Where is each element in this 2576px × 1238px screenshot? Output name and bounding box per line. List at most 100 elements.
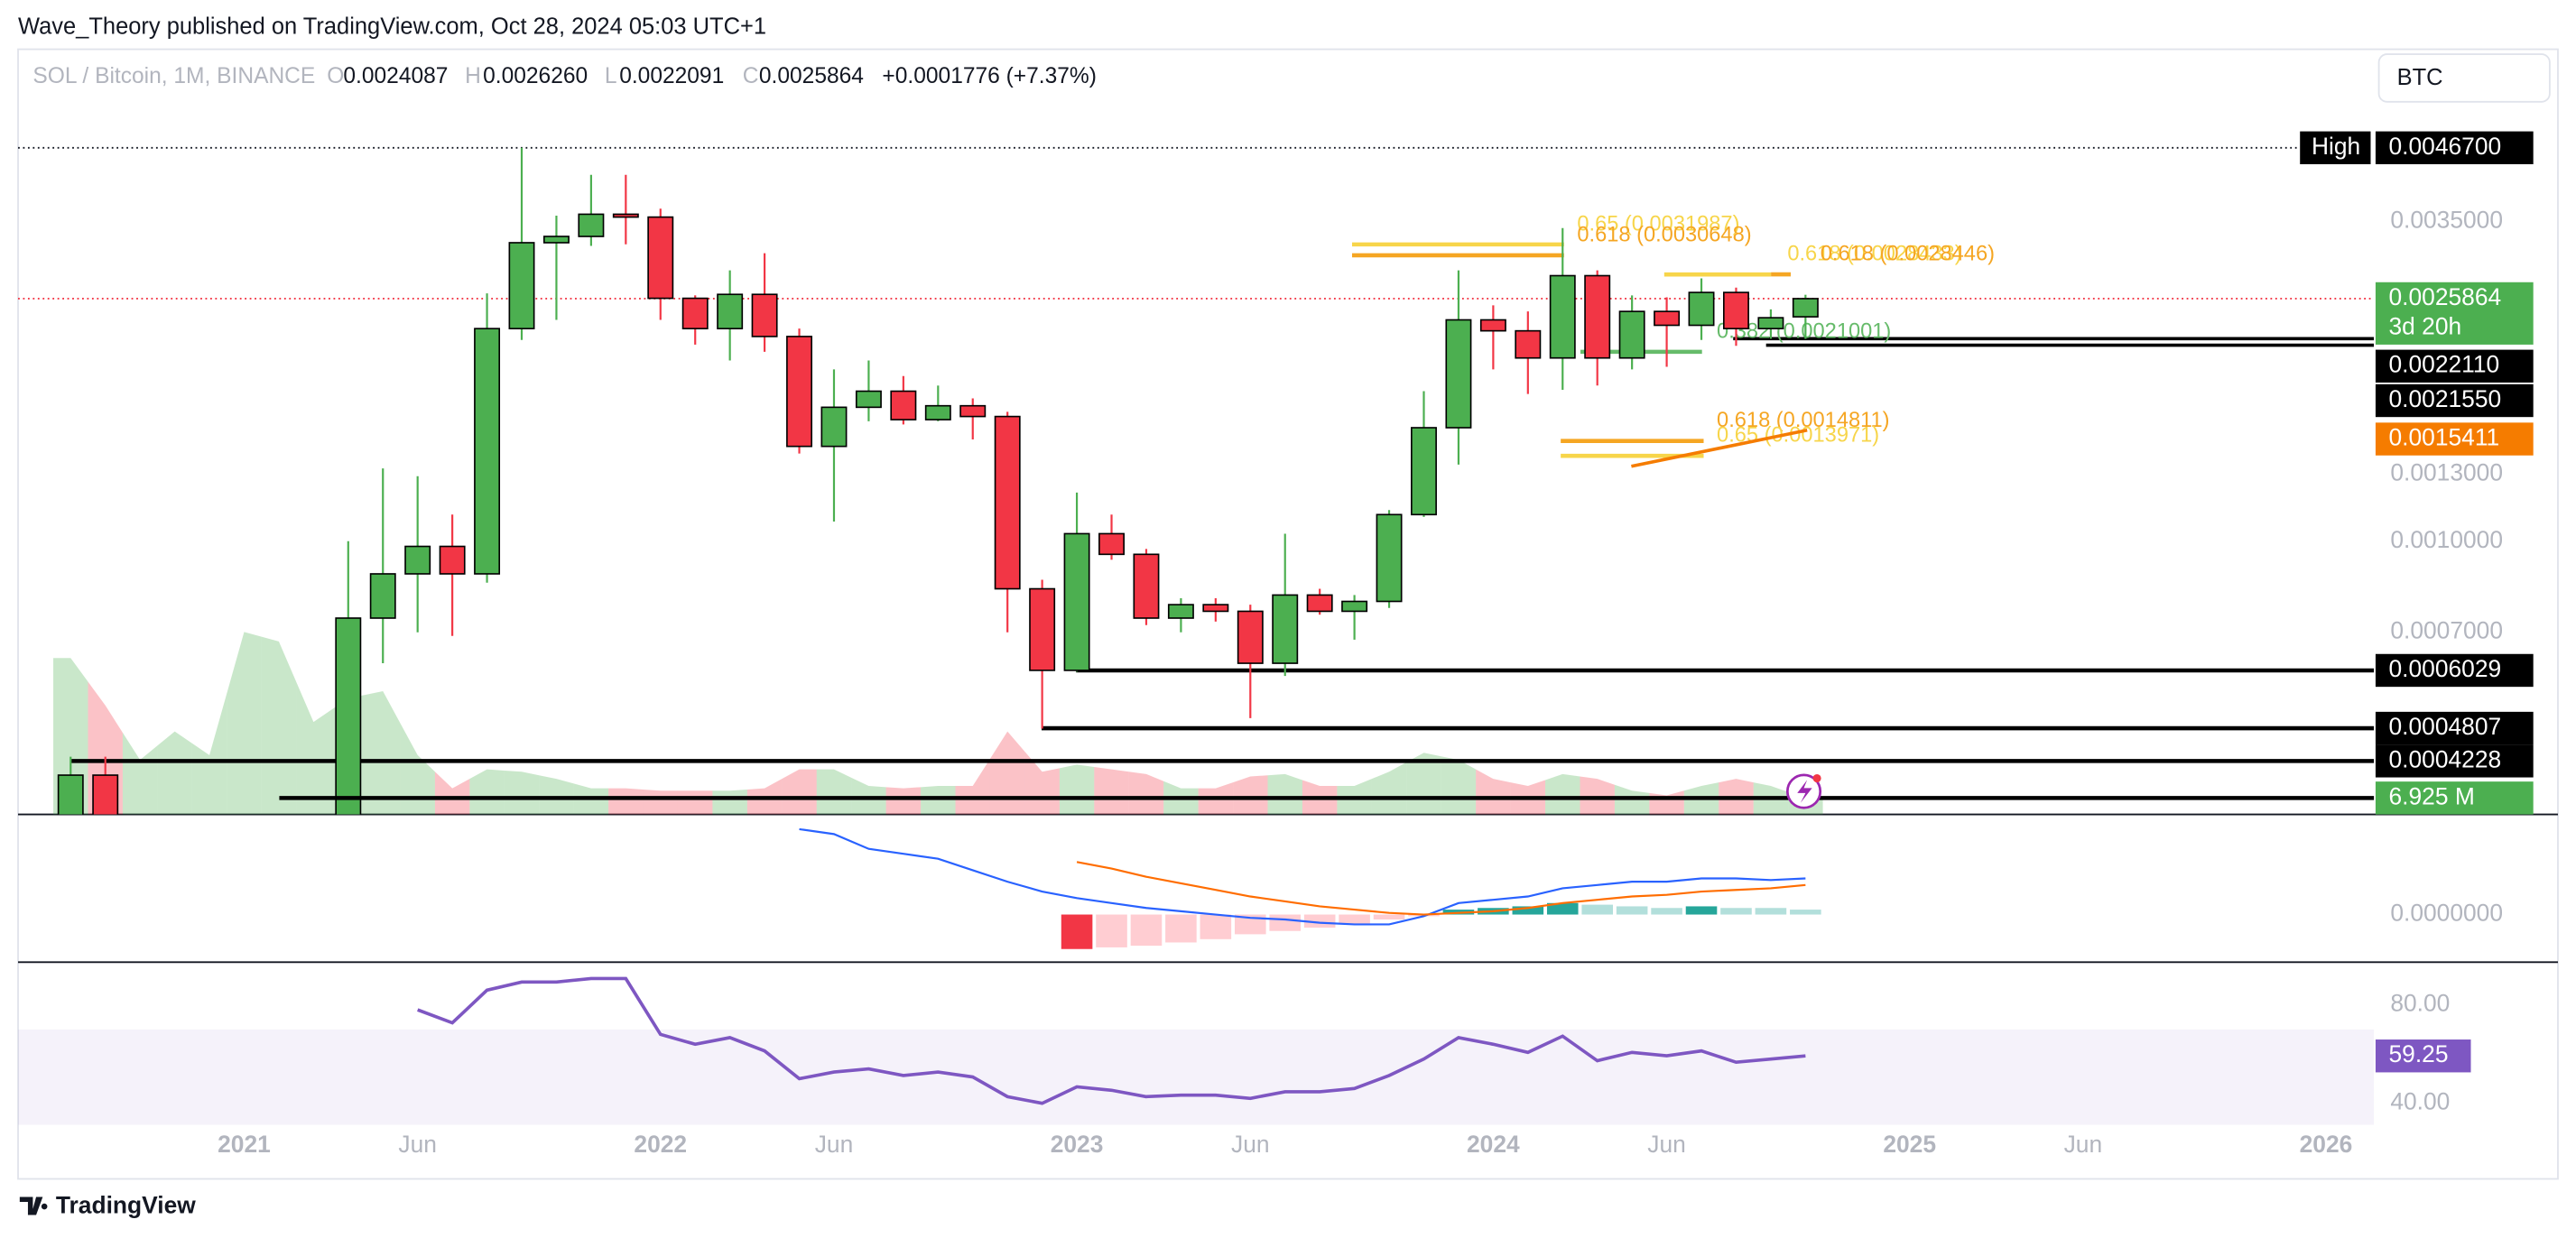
- currency-button[interactable]: BTC: [2377, 53, 2551, 103]
- y-tick-label: 0.0013000: [2390, 459, 2503, 486]
- x-tick-label: Jun: [398, 1131, 437, 1158]
- macd-histogram-bar: [1339, 914, 1370, 925]
- drawing-label-box: [2375, 422, 2534, 456]
- volume-area: [1476, 769, 1511, 815]
- x-tick-label: 2024: [1467, 1131, 1520, 1158]
- volume-area: [1059, 764, 1095, 815]
- ohlc-key: O: [327, 64, 344, 88]
- candle-body: [994, 415, 1021, 590]
- macd-histogram-bar: [1790, 910, 1821, 915]
- candle-body: [717, 293, 744, 329]
- chart-frame: [17, 48, 2559, 1180]
- candle-body: [647, 216, 674, 300]
- candle-body: [890, 390, 917, 420]
- ohlc-key: H: [465, 64, 481, 88]
- volume-area: [1649, 790, 1684, 815]
- level-label: 0.0004807: [2389, 713, 2502, 740]
- candle-body: [924, 404, 951, 420]
- candle-body: [681, 297, 709, 329]
- candle-body: [1688, 291, 1715, 327]
- macd-histogram-bar: [1651, 908, 1682, 915]
- candle-body: [612, 213, 639, 218]
- candle-body: [474, 328, 501, 575]
- currency-box[interactable]: [2377, 53, 2551, 103]
- currency[interactable]: BTC: [2397, 65, 2443, 90]
- high-tag: High: [2312, 133, 2360, 160]
- candle-body: [1411, 427, 1437, 516]
- last-price: 0.0025864: [2389, 283, 2502, 310]
- main-pane: 0.65 (0.0031987)0.618 (0.0030648) 0.618 (…: [18, 146, 2375, 815]
- candle-body: [751, 293, 778, 337]
- countdown: 3d 20h: [2389, 313, 2462, 340]
- candle-body: [1237, 610, 1264, 664]
- signal-line: [1076, 861, 1806, 916]
- macd-histogram-bar: [1303, 914, 1336, 928]
- level-label-box: [2375, 711, 2534, 745]
- x-tick-label: Jun: [1231, 1131, 1270, 1158]
- x-tick-label: 2022: [634, 1131, 687, 1158]
- candle-body: [1549, 274, 1576, 359]
- x-tick-label: 2021: [218, 1131, 271, 1158]
- level-label-box: [2375, 744, 2534, 778]
- rsi-pane: [18, 976, 2375, 1125]
- candle-body: [820, 406, 848, 448]
- candle-body: [1757, 317, 1784, 329]
- candle-body: [404, 545, 431, 575]
- candle-body: [786, 336, 813, 448]
- level-label: 0.0006029: [2389, 655, 2502, 682]
- volume-area: [1128, 771, 1164, 815]
- volume-area: [1441, 756, 1477, 815]
- candle-body: [1515, 329, 1542, 359]
- fib-label: 0.65 (0.0031987): [1577, 212, 1739, 236]
- volume-area: [261, 636, 297, 815]
- candle-body: [1133, 553, 1160, 619]
- x-tick-label: Jun: [815, 1131, 854, 1158]
- volume-area: [227, 632, 262, 815]
- candle-body: [1479, 319, 1506, 332]
- candle-body: [1618, 310, 1645, 359]
- macd-histogram-bar: [1234, 914, 1266, 935]
- fib-label: 0.618 (0.0030648): [1577, 223, 1751, 246]
- volume-area: [1371, 762, 1407, 815]
- macd-histogram-bar: [1269, 914, 1302, 931]
- rsi-tick-label: 80.00: [2390, 990, 2450, 1017]
- macd-histogram-bar: [1685, 906, 1718, 915]
- volume-label-box: [2375, 781, 2534, 815]
- high-tag-box: [2300, 131, 2371, 164]
- volume-area: [157, 731, 192, 815]
- volume-area: [608, 788, 644, 815]
- candle-body: [1376, 513, 1403, 603]
- macd-histogram-bar: [1373, 914, 1405, 919]
- candle-body: [1167, 604, 1194, 619]
- level-label: 0.0021550: [2389, 385, 2502, 412]
- macd-histogram-bar: [1165, 914, 1197, 943]
- trend-line: [1631, 428, 1808, 468]
- candle-body: [1098, 532, 1125, 556]
- candle-body: [959, 404, 987, 418]
- candle-body: [578, 213, 605, 237]
- volume-area: [400, 723, 435, 815]
- high-value: 0.0046700: [2389, 133, 2502, 160]
- symbol: SOL / Bitcoin, 1M, BINANCE: [32, 64, 315, 88]
- candle-body: [439, 545, 466, 575]
- level-label: 0.0004228: [2389, 745, 2502, 772]
- y-tick-label: 0.0010000: [2390, 526, 2503, 553]
- fib-label: 0.618 (0.0014811): [1717, 409, 1889, 432]
- footer-logo: [19, 1196, 48, 1215]
- level-label-box: [2375, 653, 2534, 688]
- candle-body: [369, 573, 396, 619]
- volume-area: [191, 693, 227, 815]
- ohlc-key: L: [605, 64, 617, 88]
- rsi-line: [417, 976, 1806, 1105]
- level-label: 0.0022110: [2389, 351, 2500, 378]
- macd-line: [799, 827, 1806, 926]
- volume-area: [1233, 775, 1268, 815]
- rsi-label-box: [2375, 1039, 2471, 1073]
- ohlc-value: 0.0026260: [483, 64, 588, 88]
- volume-area: [469, 769, 505, 815]
- ohlc-value: 0.0022091: [619, 64, 724, 88]
- macd-histogram-bar: [1755, 908, 1787, 915]
- icon-dot: [1812, 773, 1821, 783]
- candle-body: [1029, 587, 1056, 671]
